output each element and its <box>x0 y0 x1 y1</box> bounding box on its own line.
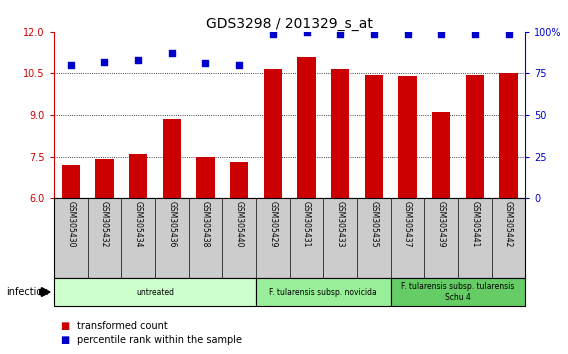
Text: F. tularensis subsp. tularensis
Schu 4: F. tularensis subsp. tularensis Schu 4 <box>402 282 515 302</box>
Point <box>235 62 244 68</box>
Bar <box>54 278 256 306</box>
Text: GSM305433: GSM305433 <box>336 201 345 247</box>
Point <box>369 31 378 36</box>
Point <box>201 61 210 66</box>
Text: GSM305435: GSM305435 <box>369 201 378 247</box>
Text: GSM305431: GSM305431 <box>302 201 311 247</box>
Text: ■: ■ <box>60 335 69 345</box>
Bar <box>499 73 518 198</box>
Text: GSM305430: GSM305430 <box>66 201 76 247</box>
Text: GSM305436: GSM305436 <box>168 201 176 247</box>
Bar <box>129 154 148 198</box>
Text: GSM305440: GSM305440 <box>235 201 244 247</box>
Text: untreated: untreated <box>136 287 174 297</box>
Text: F. tularensis subsp. novicida: F. tularensis subsp. novicida <box>269 287 377 297</box>
Point <box>470 31 479 36</box>
Bar <box>264 69 282 198</box>
Bar <box>365 75 383 198</box>
Text: GSM305434: GSM305434 <box>133 201 143 247</box>
Text: GSM305439: GSM305439 <box>437 201 446 247</box>
Text: GSM305442: GSM305442 <box>504 201 513 247</box>
Point <box>437 31 446 36</box>
Bar <box>432 112 450 198</box>
Text: infection: infection <box>6 287 48 297</box>
Bar <box>162 119 181 198</box>
Text: transformed count: transformed count <box>77 321 168 331</box>
Point <box>167 51 176 56</box>
Point <box>268 31 277 36</box>
Text: ■: ■ <box>60 321 69 331</box>
Text: GSM305441: GSM305441 <box>470 201 479 247</box>
Bar <box>398 76 417 198</box>
Title: GDS3298 / 201329_s_at: GDS3298 / 201329_s_at <box>206 17 373 31</box>
Point <box>336 31 345 36</box>
Point <box>66 62 76 68</box>
Bar <box>196 156 215 198</box>
Point <box>504 31 513 36</box>
Point <box>302 29 311 35</box>
Bar <box>256 278 391 306</box>
Point <box>133 57 143 63</box>
Bar <box>297 57 316 198</box>
Bar <box>331 69 349 198</box>
Text: GSM305437: GSM305437 <box>403 201 412 247</box>
Point <box>100 59 109 65</box>
Bar <box>466 75 484 198</box>
Text: GSM305438: GSM305438 <box>201 201 210 247</box>
Bar <box>230 162 248 198</box>
Text: percentile rank within the sample: percentile rank within the sample <box>77 335 241 345</box>
Text: GSM305432: GSM305432 <box>100 201 109 247</box>
Text: GSM305429: GSM305429 <box>268 201 277 247</box>
Point <box>403 31 412 36</box>
Bar <box>95 159 114 198</box>
Bar <box>61 165 80 198</box>
Bar <box>391 278 525 306</box>
